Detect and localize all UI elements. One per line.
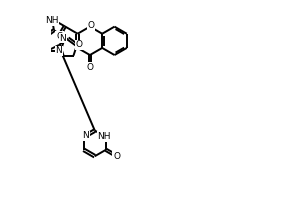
Text: O: O xyxy=(86,63,93,72)
Text: NH: NH xyxy=(45,16,59,25)
Text: O: O xyxy=(113,152,120,161)
Text: N: N xyxy=(59,34,66,43)
Text: NH: NH xyxy=(98,132,111,141)
Text: O: O xyxy=(75,40,82,49)
Text: O: O xyxy=(87,21,94,30)
Text: O: O xyxy=(56,32,63,41)
Text: N: N xyxy=(55,46,62,55)
Text: N: N xyxy=(82,131,89,140)
